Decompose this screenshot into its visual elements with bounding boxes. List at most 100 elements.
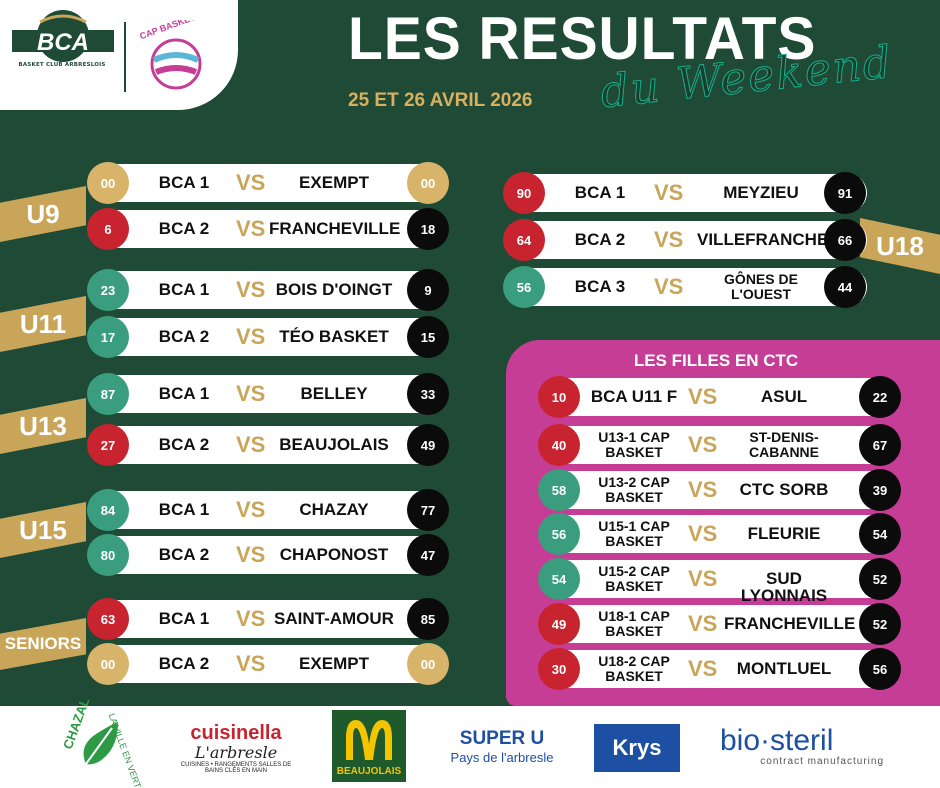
vs-label: VS [688,432,718,457]
vs-label: VS [236,497,266,522]
away-score: 18 [407,208,449,250]
home-team: BCA 1 [158,384,210,403]
home-score: 90 [503,172,545,214]
home-team: BCA 2 [158,654,210,673]
vs-label: VS [688,611,718,636]
match-row [540,515,900,553]
away-team: ST-DENIS-CABANNE [749,429,819,460]
home-score: 10 [538,376,580,418]
vs-label: VS [236,606,266,631]
cuisinella-logo: cuisinella L'arbresle CUISINES • RANGEME… [176,710,296,784]
match-row [540,426,900,464]
home-score: 56 [503,266,545,308]
category-u18: U18 [860,218,940,274]
match-row [90,426,440,464]
away-score: 67 [859,424,901,466]
category-u9: U9 [0,186,86,242]
home-team: U13-2 CAP BASKET [598,474,670,505]
home-score: 63 [87,598,129,640]
vs-label: VS [688,384,718,409]
match-row [90,491,440,529]
away-team: FRANCHEVILLE [269,219,401,238]
home-score: 23 [87,269,129,311]
superu-logo: SUPER U Pays de l'arbresle [446,728,558,765]
cuisinella-town: L'arbresle [194,743,278,762]
away-score: 9 [407,269,449,311]
home-score: 49 [538,603,580,645]
cuisinella-name: cuisinella [190,722,282,744]
home-team: U15-2 CAP BASKET [598,563,670,594]
vs-label: VS [236,542,266,567]
home-team: U18-1 CAP BASKET [598,608,670,639]
away-score: 91 [824,172,866,214]
category-seniors: SENIORS [0,618,86,670]
match-row [90,318,440,356]
away-team: MEYZIEU [723,183,799,202]
away-team: CTC SORB [739,480,829,499]
away-score: 49 [407,424,449,466]
mcdonalds-name: BEAUJOLAIS [336,766,402,777]
away-team: BELLEY [300,384,368,403]
vs-label: VS [236,170,266,195]
away-score: 52 [859,603,901,645]
cap-basket-logo-text: CAP BASKET [138,20,197,41]
away-score: 52 [859,558,901,600]
ctc-title: LES FILLES EN CTC [633,351,799,370]
home-score: 80 [87,534,129,576]
category-u11: U11 [0,296,86,352]
cap-basket-logo: CAP BASKET [138,20,202,90]
chazal-logo [83,722,118,765]
away-score: 54 [859,513,901,555]
away-team: ASUL [760,387,808,406]
bca-logo-subtitle: BASKET CLUB ARBRESLOIS [18,62,106,68]
away-score: 00 [407,162,449,204]
away-score: 77 [407,489,449,531]
match-row [540,650,900,688]
bca-logo-text: BCA [37,29,89,56]
golden-arches-icon [346,720,392,760]
away-score: 56 [859,648,901,690]
away-team: TÉO BASKET [279,327,389,346]
match-row [505,268,867,306]
home-team: BCA 1 [158,609,210,628]
away-team: CHAZAY [299,500,369,519]
vs-label: VS [654,180,684,205]
home-score: 54 [538,558,580,600]
vs-label: VS [688,477,718,502]
home-team: U13-1 CAP BASKET [598,429,670,460]
vs-label: VS [236,651,266,676]
match-row [90,536,440,574]
home-score: 40 [538,424,580,466]
match-row [90,210,440,248]
home-team: BCA 1 [158,280,210,299]
home-score: 00 [87,643,129,685]
vs-label: VS [236,381,266,406]
home-team: BCA 2 [158,327,210,346]
weekend-date: 25 ET 26 AVRIL 2026 [348,90,533,111]
home-score: 17 [87,316,129,358]
page-title: LES RESULTATS [348,5,817,72]
away-team: FRANCHEVILLE [724,614,856,633]
home-team: BCA U11 F [590,387,678,406]
match-row [505,174,867,212]
cuisinella-tagline: CUISINES • RANGEMENTS SALLES DE BAINS CL… [180,762,292,774]
away-score: 15 [407,316,449,358]
home-score: 56 [538,513,580,555]
home-score: 87 [87,373,129,415]
away-score: 22 [859,376,901,418]
vs-label: VS [236,277,266,302]
match-row [540,560,900,598]
home-score: 84 [87,489,129,531]
krys-name: Krys [612,735,662,760]
home-team: BCA 3 [574,277,626,296]
vs-label: VS [654,227,684,252]
away-score: 33 [407,373,449,415]
match-row [90,271,440,309]
home-score: 27 [87,424,129,466]
home-score: 6 [87,208,129,250]
match-row [90,164,440,202]
match-row [90,600,440,638]
vs-label: VS [654,274,684,299]
sponsors-bar: CHAZAL LA VILLE EN VERT cuisinella L'arb… [0,696,940,788]
match-row [90,645,440,683]
